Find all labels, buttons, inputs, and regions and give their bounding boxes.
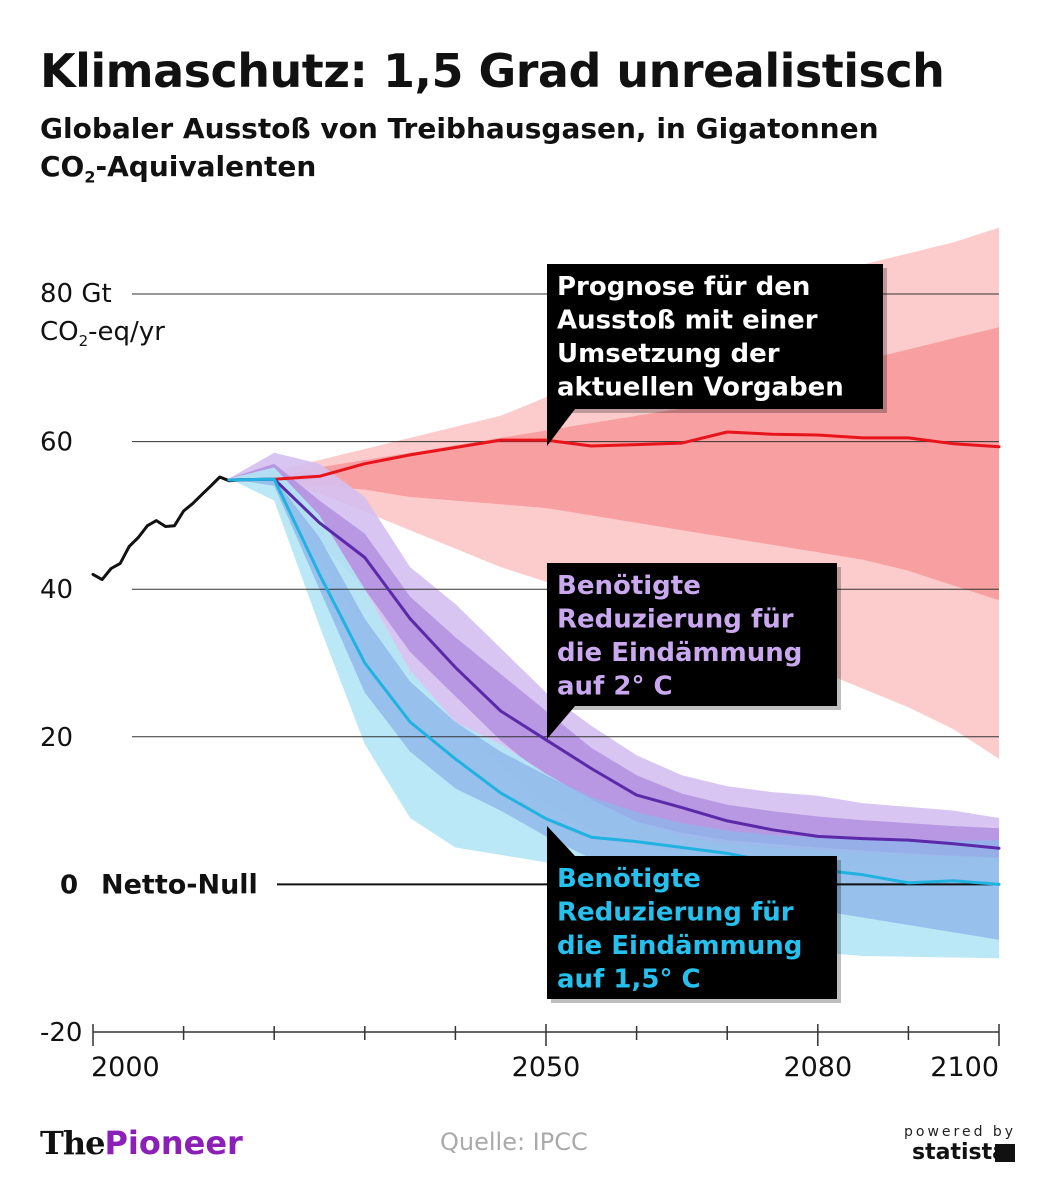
callout-text-two-1: Reduzierung für (557, 605, 794, 635)
powered-by-label: powered by (904, 1124, 1017, 1140)
y-tick-label-40: 40 (40, 575, 73, 605)
y-tick-label-20: 20 (40, 723, 73, 753)
y-unit-co: CO (40, 317, 79, 347)
subtitle-subscript: 2 (84, 167, 96, 187)
callout-text-current-0: Prognose für den (557, 272, 810, 302)
callout-box-current (547, 264, 883, 409)
callout-text-two-0: Benötigte (557, 571, 701, 601)
subtitle-line1: Globaler Ausstoß von Treibhausgasen, in … (40, 112, 879, 145)
callout-box-two (547, 563, 837, 706)
band-blue_inner (228, 478, 999, 940)
x-tick-label-2100: 2100 (930, 1052, 999, 1083)
source-note: Quelle: IPCC (440, 1128, 588, 1156)
brand-the: The (40, 1124, 105, 1162)
axis-layer: 80 Gt CO2-eq/yr 60 40 20 0 Netto-Null -20 2000 20… (40, 279, 1000, 1083)
callout-current: Prognose für den Ausstoß mit einerUmsetzu… (547, 264, 887, 446)
callout-text-one_five-1: Reduzierung für (557, 898, 794, 928)
callout-text-current-1: Ausstoß mit einer (557, 306, 818, 336)
statista-logo-text: statista (912, 1140, 1007, 1165)
series-line-two (227, 477, 1001, 850)
callout-pointer-one_five (547, 826, 575, 856)
brand-pioneer: Pioneer (104, 1124, 243, 1162)
annotation-layer: Prognose für den Ausstoß mit einerUmsetzu… (547, 264, 887, 1003)
netto-null-label: Netto-Null (101, 869, 258, 900)
chart-title: Klimaschutz: 1,5 Grad unrealistisch (40, 44, 945, 98)
x-tick-label-2000: 2000 (91, 1052, 160, 1083)
brand-logo: ThePioneer (40, 1124, 243, 1162)
series-line-current (227, 430, 1001, 482)
y-tick-label-60: 60 (40, 428, 73, 458)
series-line-one_five (227, 477, 1001, 886)
subtitle-rest: -Aquivalenten (95, 150, 317, 183)
series-line-historical (91, 475, 240, 582)
x-tick-label-2050: 2050 (512, 1052, 581, 1083)
y-unit-label: CO2-eq/yr (40, 317, 165, 350)
y-tick-label-80: 80 Gt (40, 279, 112, 309)
y-tick-label-0: 0 (60, 870, 78, 900)
callout-text-two-2: die Eindämmung (557, 638, 802, 668)
callout-text-one_five-3: auf 1,5° C (557, 965, 701, 995)
y-unit-rest: -eq/yr (88, 317, 165, 347)
x-tick-label-2080: 2080 (783, 1052, 852, 1083)
lines-layer (91, 430, 1001, 886)
callout-box-one_five (547, 856, 837, 999)
callout-text-current-2: Umsetzung der (557, 339, 780, 369)
statista-logo-icon (995, 1144, 1015, 1162)
callout-text-one_five-2: die Eindämmung (557, 931, 802, 961)
y-unit-sub: 2 (79, 332, 89, 350)
y-tick-label--20: -20 (40, 1018, 82, 1048)
chart-subtitle: Globaler Ausstoß von Treibhausgasen, in … (40, 110, 1000, 197)
callout-text-two-3: auf 2° C (557, 672, 673, 702)
callout-text-one_five-0: Benötigte (557, 864, 701, 894)
callout-text-current-3: aktuellen Vorgaben (557, 373, 844, 403)
subtitle-co: CO (40, 150, 85, 183)
